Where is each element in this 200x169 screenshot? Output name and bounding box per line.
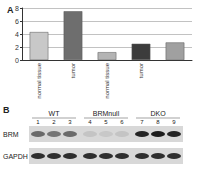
svg-text:2: 2 — [52, 119, 56, 125]
svg-text:GAPDH: GAPDH — [3, 153, 28, 160]
svg-text:6: 6 — [15, 18, 19, 25]
svg-text:8: 8 — [15, 5, 19, 12]
svg-text:4: 4 — [88, 119, 92, 125]
svg-text:DKO: DKO — [150, 110, 166, 117]
svg-text:4: 4 — [15, 31, 19, 38]
svg-text:8: 8 — [156, 119, 160, 125]
svg-text:9: 9 — [172, 119, 176, 125]
svg-text:7: 7 — [140, 119, 144, 125]
svg-text:normal tissue: normal tissue — [36, 62, 42, 98]
svg-text:5: 5 — [104, 119, 108, 125]
svg-text:tumor: tumor — [70, 63, 76, 78]
svg-text:BRMnull: BRMnull — [93, 110, 120, 117]
svg-text:2: 2 — [15, 44, 19, 51]
svg-text:WT: WT — [49, 110, 61, 117]
svg-text:tumor: tumor — [138, 63, 144, 78]
svg-text:normal tissue: normal tissue — [104, 62, 110, 98]
svg-text:B: B — [3, 105, 10, 115]
svg-text:A: A — [7, 5, 14, 15]
svg-text:0: 0 — [15, 57, 19, 64]
svg-text:3: 3 — [68, 119, 72, 125]
svg-text:BRM: BRM — [3, 131, 19, 138]
svg-text:6: 6 — [120, 119, 124, 125]
svg-text:1: 1 — [36, 119, 40, 125]
